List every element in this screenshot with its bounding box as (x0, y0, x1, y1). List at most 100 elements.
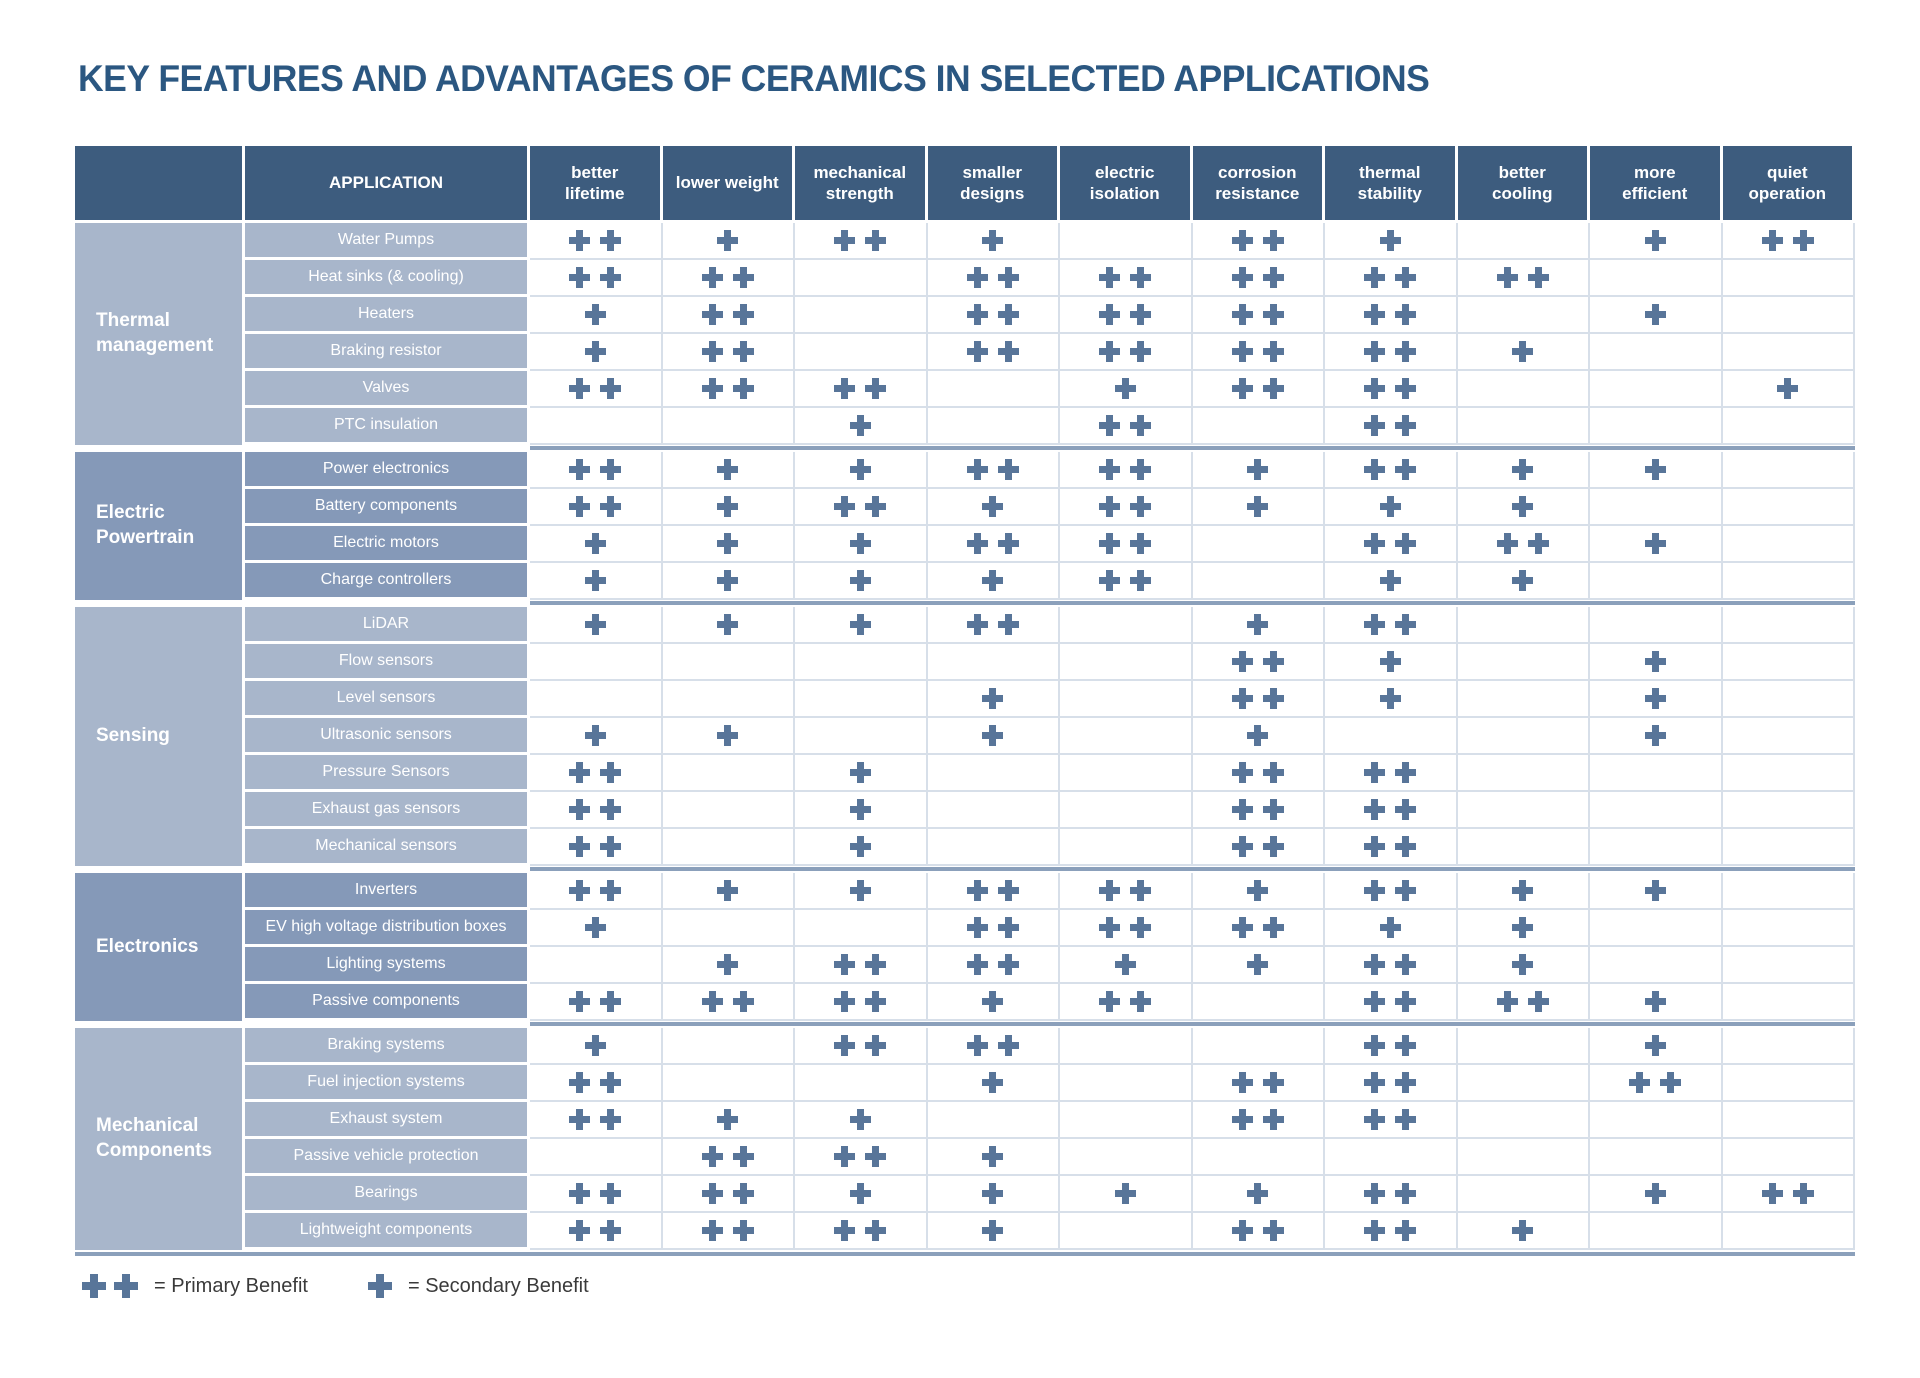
benefit-cell (1060, 223, 1193, 260)
benefit-cell (1060, 563, 1193, 600)
benefit-cell (1192, 681, 1325, 718)
plus-icon (865, 954, 887, 975)
benefit-cell (530, 910, 663, 947)
plus-icon (849, 533, 871, 554)
benefit-cell (530, 984, 663, 1021)
benefit-cell (1590, 792, 1723, 829)
benefit-cell (1325, 644, 1458, 681)
benefit-cell (1457, 452, 1590, 489)
plus-icon (584, 614, 606, 635)
benefit-cell (1192, 873, 1325, 910)
plus-icon (1644, 1035, 1666, 1056)
plus-icon (1395, 267, 1417, 288)
benefit-cell (1325, 260, 1458, 297)
plus-icon (732, 1183, 754, 1204)
benefit-cell (927, 260, 1060, 297)
plus-icon (1099, 533, 1121, 554)
benefit-cell (1325, 1028, 1458, 1065)
plus-icon (1660, 1072, 1682, 1093)
plus-icon (1099, 304, 1121, 325)
plus-icon (1395, 1072, 1417, 1093)
plus-icon (1496, 267, 1518, 288)
benefit-cell (795, 563, 928, 600)
plus-icon (997, 614, 1019, 635)
plus-icon (1395, 1109, 1417, 1130)
benefit-cell (1722, 408, 1855, 445)
benefit-cell (1722, 526, 1855, 563)
benefit-cell (1590, 1139, 1723, 1176)
legend-primary-label: = Primary Benefit (154, 1274, 308, 1297)
benefit-cell (1060, 1065, 1193, 1102)
benefit-cell (662, 792, 795, 829)
benefit-cell (795, 1213, 928, 1250)
benefit-cell (1590, 947, 1723, 984)
plus-icon (569, 267, 591, 288)
benefit-cell (927, 607, 1060, 644)
benefit-cell (1590, 1213, 1723, 1250)
benefit-cell (795, 681, 928, 718)
benefit-cell (662, 607, 795, 644)
plus-icon (1262, 1220, 1284, 1241)
plus-icon (1512, 1220, 1534, 1241)
application-cell: Electric motors (245, 526, 530, 563)
benefit-cell (1590, 408, 1723, 445)
benefit-cell (1060, 947, 1193, 984)
column-header: electric isolation (1060, 146, 1193, 223)
benefit-cell (1590, 984, 1723, 1021)
benefit-cell (1722, 644, 1855, 681)
plus-icon (1099, 415, 1121, 436)
benefit-cell (1060, 681, 1193, 718)
plus-icon (1099, 917, 1121, 938)
benefit-cell (530, 334, 663, 371)
plus-icon (1262, 917, 1284, 938)
benefit-cell (927, 1028, 1060, 1065)
plus-icon (701, 378, 723, 399)
benefit-cell (662, 1213, 795, 1250)
plus-icon (600, 1183, 622, 1204)
benefit-cell (530, 1065, 663, 1102)
benefit-cell (1457, 1102, 1590, 1139)
plus-icon (1395, 954, 1417, 975)
benefit-cell (530, 1213, 663, 1250)
benefit-cell (530, 526, 663, 563)
column-header: better lifetime (530, 146, 663, 223)
benefit-cell (530, 452, 663, 489)
benefit-cell (1722, 681, 1855, 718)
benefit-cell (662, 1139, 795, 1176)
benefit-cell (1060, 984, 1193, 1021)
group-separator (530, 601, 1855, 605)
plus-icon (997, 459, 1019, 480)
benefit-cell (662, 526, 795, 563)
benefit-cell (1192, 910, 1325, 947)
plus-icon (982, 991, 1004, 1012)
benefit-cell (927, 1213, 1060, 1250)
plus-icon (1395, 614, 1417, 635)
benefit-cell (1192, 718, 1325, 755)
benefit-cell (927, 755, 1060, 792)
benefit-cell (1192, 947, 1325, 984)
benefit-cell (1325, 792, 1458, 829)
benefit-cell (1722, 718, 1855, 755)
benefit-cell (1325, 947, 1458, 984)
benefit-cell (927, 873, 1060, 910)
plus-icon (1262, 762, 1284, 783)
plus-icon (849, 415, 871, 436)
benefit-cell (1192, 984, 1325, 1021)
benefit-cell (1722, 1102, 1855, 1139)
plus-icon (865, 991, 887, 1012)
table-header-row: APPLICATION better lifetime lower weight me… (75, 146, 1855, 223)
benefit-cell (927, 489, 1060, 526)
plus-icon (600, 378, 622, 399)
plus-icon (600, 799, 622, 820)
plus-icon (1247, 880, 1269, 901)
benefit-cell (1722, 452, 1855, 489)
plus-icon (1395, 304, 1417, 325)
plus-icon (717, 725, 739, 746)
plus-icon (1379, 651, 1401, 672)
benefit-cell (795, 452, 928, 489)
plus-icon (834, 1220, 856, 1241)
plus-icon (1364, 304, 1386, 325)
column-header: lower weight (662, 146, 795, 223)
plus-icon (1644, 880, 1666, 901)
plus-icon (1395, 762, 1417, 783)
